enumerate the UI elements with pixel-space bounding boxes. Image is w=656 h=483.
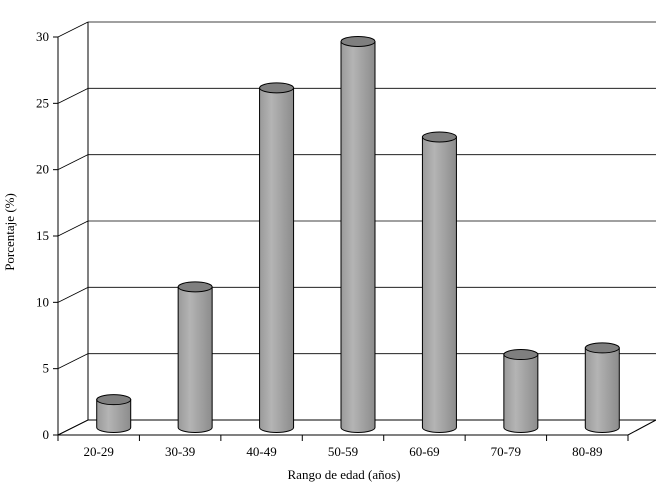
bar-body — [96, 399, 132, 433]
y-tick-label: 15 — [36, 228, 49, 243]
bar-body — [340, 40, 376, 433]
bar — [177, 281, 213, 433]
x-tick-label: 80-89 — [572, 444, 602, 459]
bar — [421, 131, 457, 433]
x-tick-label: 30-39 — [165, 444, 195, 459]
bar-top — [340, 35, 376, 47]
bar-top — [96, 394, 132, 406]
gridline-wall — [57, 353, 89, 370]
x-tick-label: 40-49 — [246, 444, 276, 459]
bar-top — [259, 82, 295, 94]
bar-top — [584, 342, 620, 354]
gridline-wall — [57, 87, 89, 104]
y-tick-label: 25 — [36, 95, 49, 110]
bar — [259, 82, 295, 433]
gridline-wall — [57, 286, 89, 303]
y-tick-label: 30 — [36, 29, 49, 44]
bar — [584, 342, 620, 433]
y-tick-label: 20 — [36, 162, 49, 177]
bar — [340, 35, 376, 433]
y-axis-title: Porcentaje (%) — [2, 193, 17, 271]
y-tick-label: 10 — [36, 294, 49, 309]
tick-labels: 0 5 10 15 20 25 30 20-29 30-39 40-49 50-59 60-69 70-… — [36, 29, 602, 459]
bar-body — [421, 136, 457, 433]
x-tick-label: 50-59 — [328, 444, 358, 459]
bar-top — [421, 131, 457, 143]
bar-body — [259, 87, 295, 433]
x-tick-label: 20-29 — [84, 444, 114, 459]
bar — [503, 349, 539, 433]
bar-body — [503, 354, 539, 433]
x-tick-label: 60-69 — [409, 444, 439, 459]
gridline-wall — [57, 21, 89, 38]
bars — [96, 35, 620, 433]
gridline-wall — [57, 220, 89, 237]
bar-body — [177, 286, 213, 433]
bar-top — [177, 281, 213, 293]
y-tick-label: 5 — [43, 361, 50, 376]
y-tick-label: 0 — [43, 427, 50, 442]
gridline-wall — [57, 154, 89, 171]
bar-top — [503, 349, 539, 361]
bar-body — [584, 347, 620, 433]
bar — [96, 394, 132, 433]
x-axis-title: Rango de edad (años) — [288, 467, 401, 482]
x-tick-label: 70-79 — [491, 444, 521, 459]
